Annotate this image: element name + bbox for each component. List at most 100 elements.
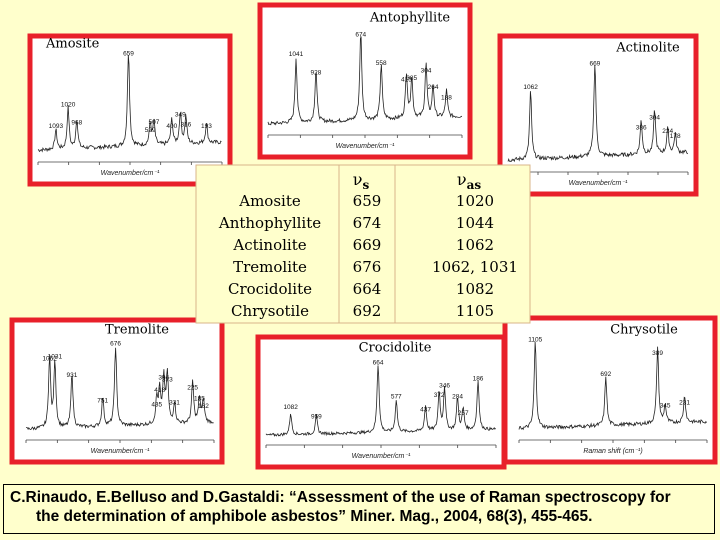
peak-label: 178 [670, 133, 681, 140]
peak-label: 372 [434, 392, 445, 399]
table-cell: 669 [353, 236, 382, 254]
panel-title: Amosite [45, 37, 100, 52]
peak-label: 257 [458, 410, 469, 417]
panel-border [257, 2, 473, 160]
spectrum-line [37, 55, 222, 153]
peak-label: 400 [166, 123, 177, 130]
peak-label: 331 [169, 400, 180, 407]
peak-label: 659 [123, 51, 134, 58]
table-cell: 1082 [456, 280, 494, 298]
peak-label: 1105 [528, 337, 542, 344]
peak-label: 418 [154, 387, 165, 394]
peak-label: 162 [198, 403, 209, 410]
spectrum-line [265, 365, 496, 437]
citation: C.Rinaudo, E.Belluso and D.Gastaldi: “As… [3, 484, 715, 534]
panel-border [502, 315, 718, 465]
peak-label: 558 [376, 60, 387, 67]
table-cell: 1020 [456, 192, 494, 210]
panel-border [497, 33, 699, 197]
axis-label: Wavenumber/cm⁻¹ [91, 448, 150, 455]
header-subscript: s [362, 178, 369, 192]
table-cell: 664 [353, 280, 382, 298]
peak-label: 386 [636, 124, 647, 131]
peak-label: 674 [355, 32, 366, 39]
peak-label: 577 [391, 393, 402, 400]
table-cell: 1044 [456, 214, 494, 232]
peak-label: 435 [151, 402, 162, 409]
panel-title: Antophyllite [369, 11, 451, 26]
table-cell: Tremolite [233, 258, 307, 276]
peak-label: 188 [441, 95, 452, 102]
peak-label: 1062 [523, 84, 538, 91]
axis-label: Wavenumber/cm⁻¹ [101, 170, 160, 177]
peak-label: 968 [71, 119, 82, 126]
header-symbol: ν [353, 170, 363, 189]
peak-label: 349 [175, 111, 186, 118]
peak-label: 507 [148, 119, 159, 126]
peak-label: 1093 [49, 123, 64, 130]
peak-label: 1062 [42, 355, 57, 362]
table-header: νas [457, 170, 482, 192]
peak-label: 385 [406, 75, 417, 82]
peak-label: 225 [187, 385, 198, 392]
peak-label: 373 [162, 376, 173, 383]
peak-label: 186 [473, 375, 484, 382]
peak-label: 304 [421, 68, 432, 75]
axis-label: Raman shift (cm⁻¹) [583, 448, 642, 455]
table-cell: 676 [353, 258, 382, 276]
spectrum-line [507, 65, 689, 163]
peak-label: 676 [110, 341, 121, 348]
citation-line: the determination of amphibole asbestos”… [36, 508, 593, 525]
panel-title: Actinolite [615, 41, 680, 56]
peak-label: 1020 [61, 102, 76, 109]
table-cell: 692 [353, 302, 382, 320]
spectrum-panel: 1105 692 389 345 231 Raman shift (cm⁻¹) Chryso… [502, 315, 718, 465]
table-cell: 1062 [456, 236, 494, 254]
peak-label: 751 [97, 397, 108, 404]
table-cell: 1105 [456, 302, 494, 320]
peak-label: 346 [439, 383, 450, 390]
spectrum-panel: 664 1082 959 577 437 346 372 284 257 186 Wavenumbe… [255, 334, 507, 470]
axis-label: Wavenumber/cm⁻¹ [569, 180, 628, 187]
table-cell: 1062, 1031 [432, 258, 518, 276]
table-cell: Chrysotile [231, 302, 309, 320]
table-background [195, 164, 531, 324]
table-cell: 659 [353, 192, 382, 210]
table-cell: Actinolite [232, 236, 306, 254]
table-header: νs [353, 170, 370, 192]
citation-line: C.Rinaudo, E.Belluso and D.Gastaldi: “As… [10, 489, 671, 506]
peak-label: 669 [589, 61, 600, 68]
peak-label: 931 [67, 372, 78, 379]
peak-label: 316 [180, 121, 191, 128]
peak-label: 928 [311, 70, 322, 77]
peak-label: 1041 [289, 51, 304, 58]
peak-label: 185 [194, 396, 205, 403]
peak-label: 529 [145, 127, 156, 134]
peak-label: 224 [662, 128, 673, 135]
table-cell: 674 [353, 214, 382, 232]
panel-title: Crocidolite [359, 341, 432, 356]
peak-label: 692 [600, 371, 611, 378]
peak-label: 284 [452, 393, 463, 400]
peak-label: 264 [428, 84, 439, 91]
spectrum-line [25, 347, 214, 431]
header-symbol: ν [457, 170, 467, 189]
peak-label: 415 [401, 77, 412, 84]
peak-label: 193 [201, 123, 212, 130]
axis-label: Wavenumber/cm⁻¹ [352, 453, 411, 460]
spectrum-line [267, 36, 463, 126]
spectrum-line [518, 341, 707, 431]
peak-label: 394 [158, 375, 169, 382]
peak-label: 231 [679, 400, 690, 407]
peak-label: 664 [373, 360, 384, 367]
table-cell: Amosite [238, 192, 301, 210]
peak-label: 345 [660, 403, 671, 410]
axis-label: Wavenumber/cm⁻¹ [336, 143, 395, 150]
